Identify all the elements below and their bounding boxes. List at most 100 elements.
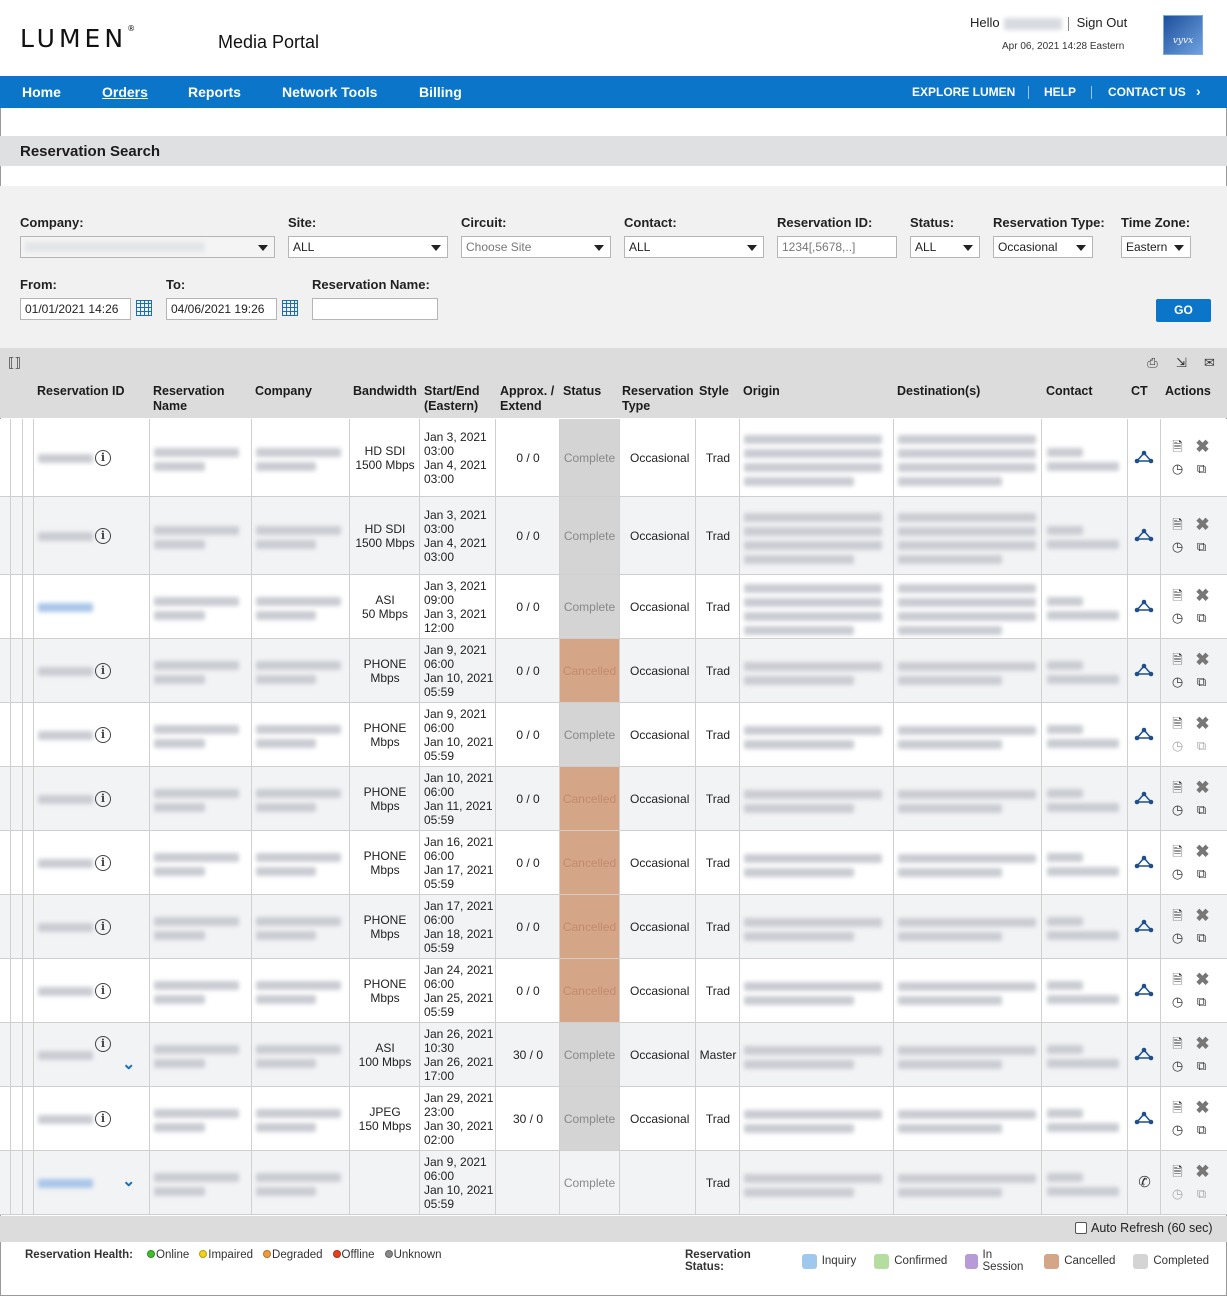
col-style[interactable]: Style (699, 384, 729, 398)
clock-icon[interactable]: ◷ (1171, 738, 1184, 753)
document-icon[interactable]: 🗎 (1172, 517, 1183, 532)
copy-icon[interactable]: ⧉ (1196, 738, 1207, 753)
calendar-icon[interactable] (282, 300, 298, 316)
info-icon[interactable]: i (95, 919, 111, 935)
nav-help[interactable]: HELP (1044, 85, 1077, 99)
clock-icon[interactable]: ◷ (1171, 610, 1184, 625)
document-icon[interactable]: 🗎 (1172, 908, 1183, 923)
export-icon[interactable]: ⇲ (1176, 355, 1187, 370)
col-start-end[interactable]: Start/End (Eastern) (424, 384, 480, 413)
copy-icon[interactable]: ⧉ (1196, 802, 1207, 817)
reservation-type-select[interactable]: Occasional (993, 236, 1093, 258)
nav-billing[interactable]: Billing (419, 84, 462, 100)
cancel-icon[interactable]: ✖ (1195, 714, 1210, 733)
cancel-icon[interactable]: ✖ (1195, 1034, 1210, 1053)
col-reservation-type[interactable]: Reservation Type (622, 384, 694, 413)
copy-icon[interactable]: ⧉ (1196, 994, 1207, 1009)
reservation-id-redacted[interactable] (38, 598, 93, 617)
clock-icon[interactable]: ◷ (1171, 930, 1184, 945)
cancel-icon[interactable]: ✖ (1195, 778, 1210, 797)
document-icon[interactable]: 🗎 (1172, 652, 1183, 667)
cancel-icon[interactable]: ✖ (1195, 1098, 1210, 1117)
from-date-input[interactable]: 01/01/2021 14:26 (20, 298, 131, 320)
nav-network-tools[interactable]: Network Tools (282, 84, 378, 100)
table-row[interactable]: i PHONE Mbps Jan 9, 2021 06:00 Jan 10, 2021 05… (0, 639, 1227, 703)
calendar-icon[interactable] (136, 300, 152, 316)
circuit-topology-icon[interactable] (1134, 662, 1154, 678)
clock-icon[interactable]: ◷ (1171, 866, 1184, 881)
nav-reports[interactable]: Reports (188, 84, 241, 100)
circuit-topology-icon[interactable] (1134, 726, 1154, 742)
clock-icon[interactable]: ◷ (1171, 1058, 1184, 1073)
clock-icon[interactable]: ◷ (1171, 674, 1184, 689)
col-bandwidth[interactable]: Bandwidth (353, 384, 417, 398)
table-row[interactable]: i PHONE Mbps Jan 17, 2021 06:00 Jan 18, 2021 0… (0, 895, 1227, 959)
circuit-topology-icon[interactable] (1134, 790, 1154, 806)
col-approx-extend[interactable]: Approx. / Extend (500, 384, 555, 413)
document-icon[interactable]: 🗎 (1172, 1164, 1183, 1179)
table-row[interactable]: i ⌄ ASI 100 Mbps Jan 26, 2021 10:30 Jan 26, 20… (0, 1023, 1227, 1087)
info-icon[interactable]: i (95, 983, 111, 999)
circuit-topology-icon[interactable] (1134, 982, 1154, 998)
col-destinations[interactable]: Destination(s) (897, 384, 981, 398)
copy-icon[interactable]: ⧉ (1196, 866, 1207, 881)
circuit-topology-icon[interactable] (1134, 1046, 1154, 1062)
cancel-icon[interactable]: ✖ (1195, 970, 1210, 989)
chevron-down-icon[interactable]: ⌄ (122, 1173, 136, 1190)
clock-icon[interactable]: ◷ (1171, 461, 1184, 476)
document-icon[interactable]: 🗎 (1172, 844, 1183, 859)
copy-icon[interactable]: ⧉ (1196, 1186, 1207, 1201)
clock-icon[interactable]: ◷ (1171, 539, 1184, 554)
circuit-topology-icon[interactable] (1134, 918, 1154, 934)
clock-icon[interactable]: ◷ (1171, 802, 1184, 817)
table-row[interactable]: i JPEG 150 Mbps Jan 29, 2021 23:00 Jan 30, 20… (0, 1087, 1227, 1151)
table-row[interactable]: i PHONE Mbps Jan 9, 2021 06:00 Jan 10, 2021 05… (0, 703, 1227, 767)
nav-home[interactable]: Home (22, 84, 61, 100)
auto-refresh-checkbox[interactable] (1075, 1222, 1087, 1234)
copy-icon[interactable]: ⧉ (1196, 1058, 1207, 1073)
clock-icon[interactable]: ◷ (1171, 1122, 1184, 1137)
table-row[interactable]: i PHONE Mbps Jan 24, 2021 06:00 Jan 25, 2021 0… (0, 959, 1227, 1023)
col-reservation-id[interactable]: Reservation ID (37, 384, 125, 398)
table-row[interactable]: i PHONE Mbps Jan 16, 2021 06:00 Jan 17, 2021 0… (0, 831, 1227, 895)
table-row[interactable]: i HD SDI 1500 Mbps Jan 3, 2021 03:00 Jan 4, 2… (0, 497, 1227, 575)
copy-icon[interactable]: ⧉ (1196, 461, 1207, 476)
circuit-topology-icon[interactable] (1134, 1110, 1154, 1126)
copy-icon[interactable]: ⧉ (1196, 610, 1207, 625)
document-icon[interactable]: 🗎 (1172, 439, 1183, 454)
cancel-icon[interactable]: ✖ (1195, 437, 1210, 456)
status-select[interactable]: ALL (910, 236, 980, 258)
circuit-topology-icon[interactable] (1134, 527, 1154, 543)
table-row[interactable]: i PHONE Mbps Jan 10, 2021 06:00 Jan 11, 2021 0… (0, 767, 1227, 831)
contact-select[interactable]: ALL (624, 236, 764, 258)
email-icon[interactable]: ✉ (1204, 355, 1215, 370)
cancel-icon[interactable]: ✖ (1195, 842, 1210, 861)
info-icon[interactable]: i (95, 727, 111, 743)
table-row[interactable]: ASI 50 Mbps Jan 3, 2021 09:00 Jan 3, 2021 12:… (0, 575, 1227, 639)
table-row[interactable]: i HD SDI 1500 Mbps Jan 3, 2021 03:00 Jan 4, 2… (0, 419, 1227, 497)
print-icon[interactable]: ⎙ (1147, 355, 1158, 370)
nav-contact-us[interactable]: CONTACT US (1108, 85, 1186, 99)
circuit-select[interactable]: Choose Site (461, 236, 611, 258)
auto-refresh-toggle[interactable]: Auto Refresh (60 sec) (1075, 1221, 1213, 1235)
info-icon[interactable]: i (95, 855, 111, 871)
document-icon[interactable]: 🗎 (1172, 716, 1183, 731)
col-origin[interactable]: Origin (743, 384, 780, 398)
copy-icon[interactable]: ⧉ (1196, 1122, 1207, 1137)
clock-icon[interactable]: ◷ (1171, 994, 1184, 1009)
clock-icon[interactable]: ◷ (1171, 1186, 1184, 1201)
info-icon[interactable]: i (95, 1111, 111, 1127)
document-icon[interactable]: 🗎 (1172, 972, 1183, 987)
nav-orders[interactable]: Orders (102, 84, 148, 100)
col-company[interactable]: Company (255, 384, 312, 398)
circuit-topology-icon[interactable] (1134, 449, 1154, 465)
col-status[interactable]: Status (563, 384, 602, 398)
copy-icon[interactable]: ⧉ (1196, 930, 1207, 945)
table-row[interactable]: ⌄ Jan 9, 2021 06:00 Jan 10, 2021 05:59 Comple… (0, 1151, 1227, 1215)
info-icon[interactable]: i (95, 1036, 111, 1052)
reservation-id-redacted[interactable] (38, 1174, 93, 1193)
info-icon[interactable]: i (95, 528, 111, 544)
document-icon[interactable]: 🗎 (1172, 1036, 1183, 1051)
document-icon[interactable]: 🗎 (1172, 1100, 1183, 1115)
company-select[interactable] (20, 236, 275, 258)
